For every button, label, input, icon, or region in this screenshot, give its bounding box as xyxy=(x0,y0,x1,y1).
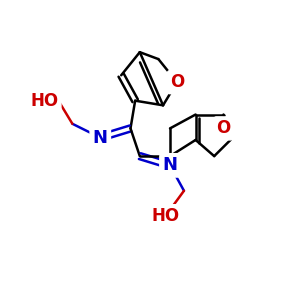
Text: HO: HO xyxy=(151,207,179,225)
Text: N: N xyxy=(163,156,178,174)
Text: O: O xyxy=(170,73,184,91)
Text: HO: HO xyxy=(30,92,58,110)
Text: O: O xyxy=(216,119,231,137)
Text: N: N xyxy=(93,129,108,147)
